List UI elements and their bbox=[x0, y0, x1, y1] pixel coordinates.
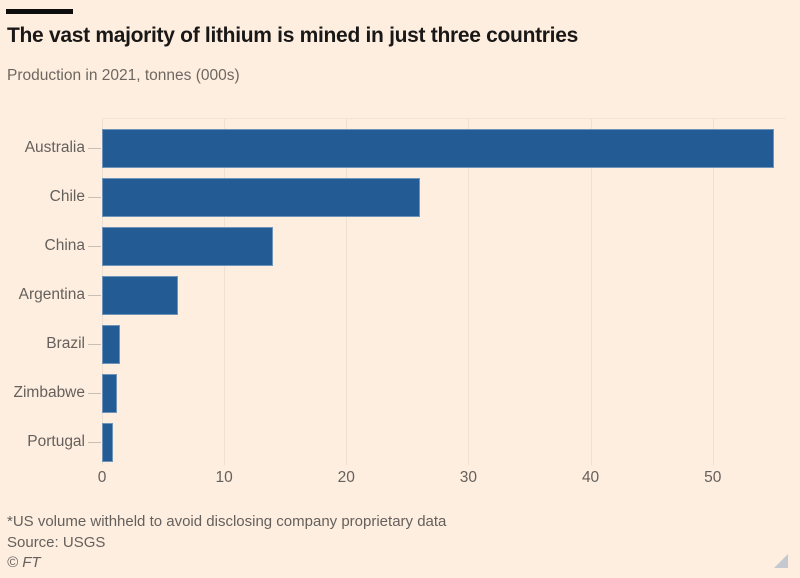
gridline-50 bbox=[712, 119, 714, 465]
footnote: *US volume withheld to avoid disclosing … bbox=[7, 513, 447, 530]
y-label-australia: Australia bbox=[24, 139, 85, 156]
bar-australia bbox=[102, 129, 774, 168]
x-tick-label-50: 50 bbox=[704, 469, 722, 486]
y-tick-argentina bbox=[88, 294, 101, 296]
y-label-argentina: Argentina bbox=[18, 286, 85, 303]
x-tick-label-20: 20 bbox=[337, 469, 355, 486]
x-tick-label-10: 10 bbox=[215, 469, 233, 486]
bar-argentina bbox=[102, 276, 178, 315]
chart-subtitle: Production in 2021, tonnes (000s) bbox=[7, 67, 240, 84]
bar-china bbox=[102, 227, 273, 266]
gridline-20 bbox=[346, 119, 348, 465]
chart-title: The vast majority of lithium is mined in… bbox=[7, 24, 578, 47]
y-tick-china bbox=[88, 245, 101, 247]
y-tick-brazil bbox=[88, 343, 101, 345]
y-tick-chile bbox=[88, 196, 101, 198]
y-label-brazil: Brazil bbox=[46, 335, 85, 352]
y-label-zimbabwe: Zimbabwe bbox=[13, 384, 86, 401]
gridline-30 bbox=[468, 119, 470, 465]
gridline-40 bbox=[590, 119, 592, 465]
y-tick-australia bbox=[88, 147, 101, 149]
x-tick-label-0: 0 bbox=[97, 469, 107, 486]
bar-brazil bbox=[102, 325, 121, 364]
y-label-china: China bbox=[44, 237, 86, 254]
y-label-portugal: Portugal bbox=[27, 433, 85, 450]
resize-handle-icon[interactable] bbox=[774, 554, 788, 568]
copyright: © FT bbox=[7, 554, 41, 571]
bar-portugal bbox=[102, 423, 113, 462]
y-tick-portugal bbox=[88, 441, 101, 443]
gridline-10 bbox=[224, 119, 226, 465]
y-tick-zimbabwe bbox=[88, 392, 101, 394]
chart-footer: *US volume withheld to avoid disclosing … bbox=[7, 512, 446, 574]
title-rule bbox=[6, 9, 73, 14]
y-label-chile: Chile bbox=[49, 188, 85, 205]
source-line: Source: USGS bbox=[7, 533, 106, 551]
plot-area bbox=[102, 118, 786, 465]
bar-zimbabwe bbox=[102, 374, 117, 413]
bar-chile bbox=[102, 178, 420, 217]
x-tick-label-30: 30 bbox=[459, 469, 478, 486]
x-tick-label-40: 40 bbox=[581, 469, 600, 486]
